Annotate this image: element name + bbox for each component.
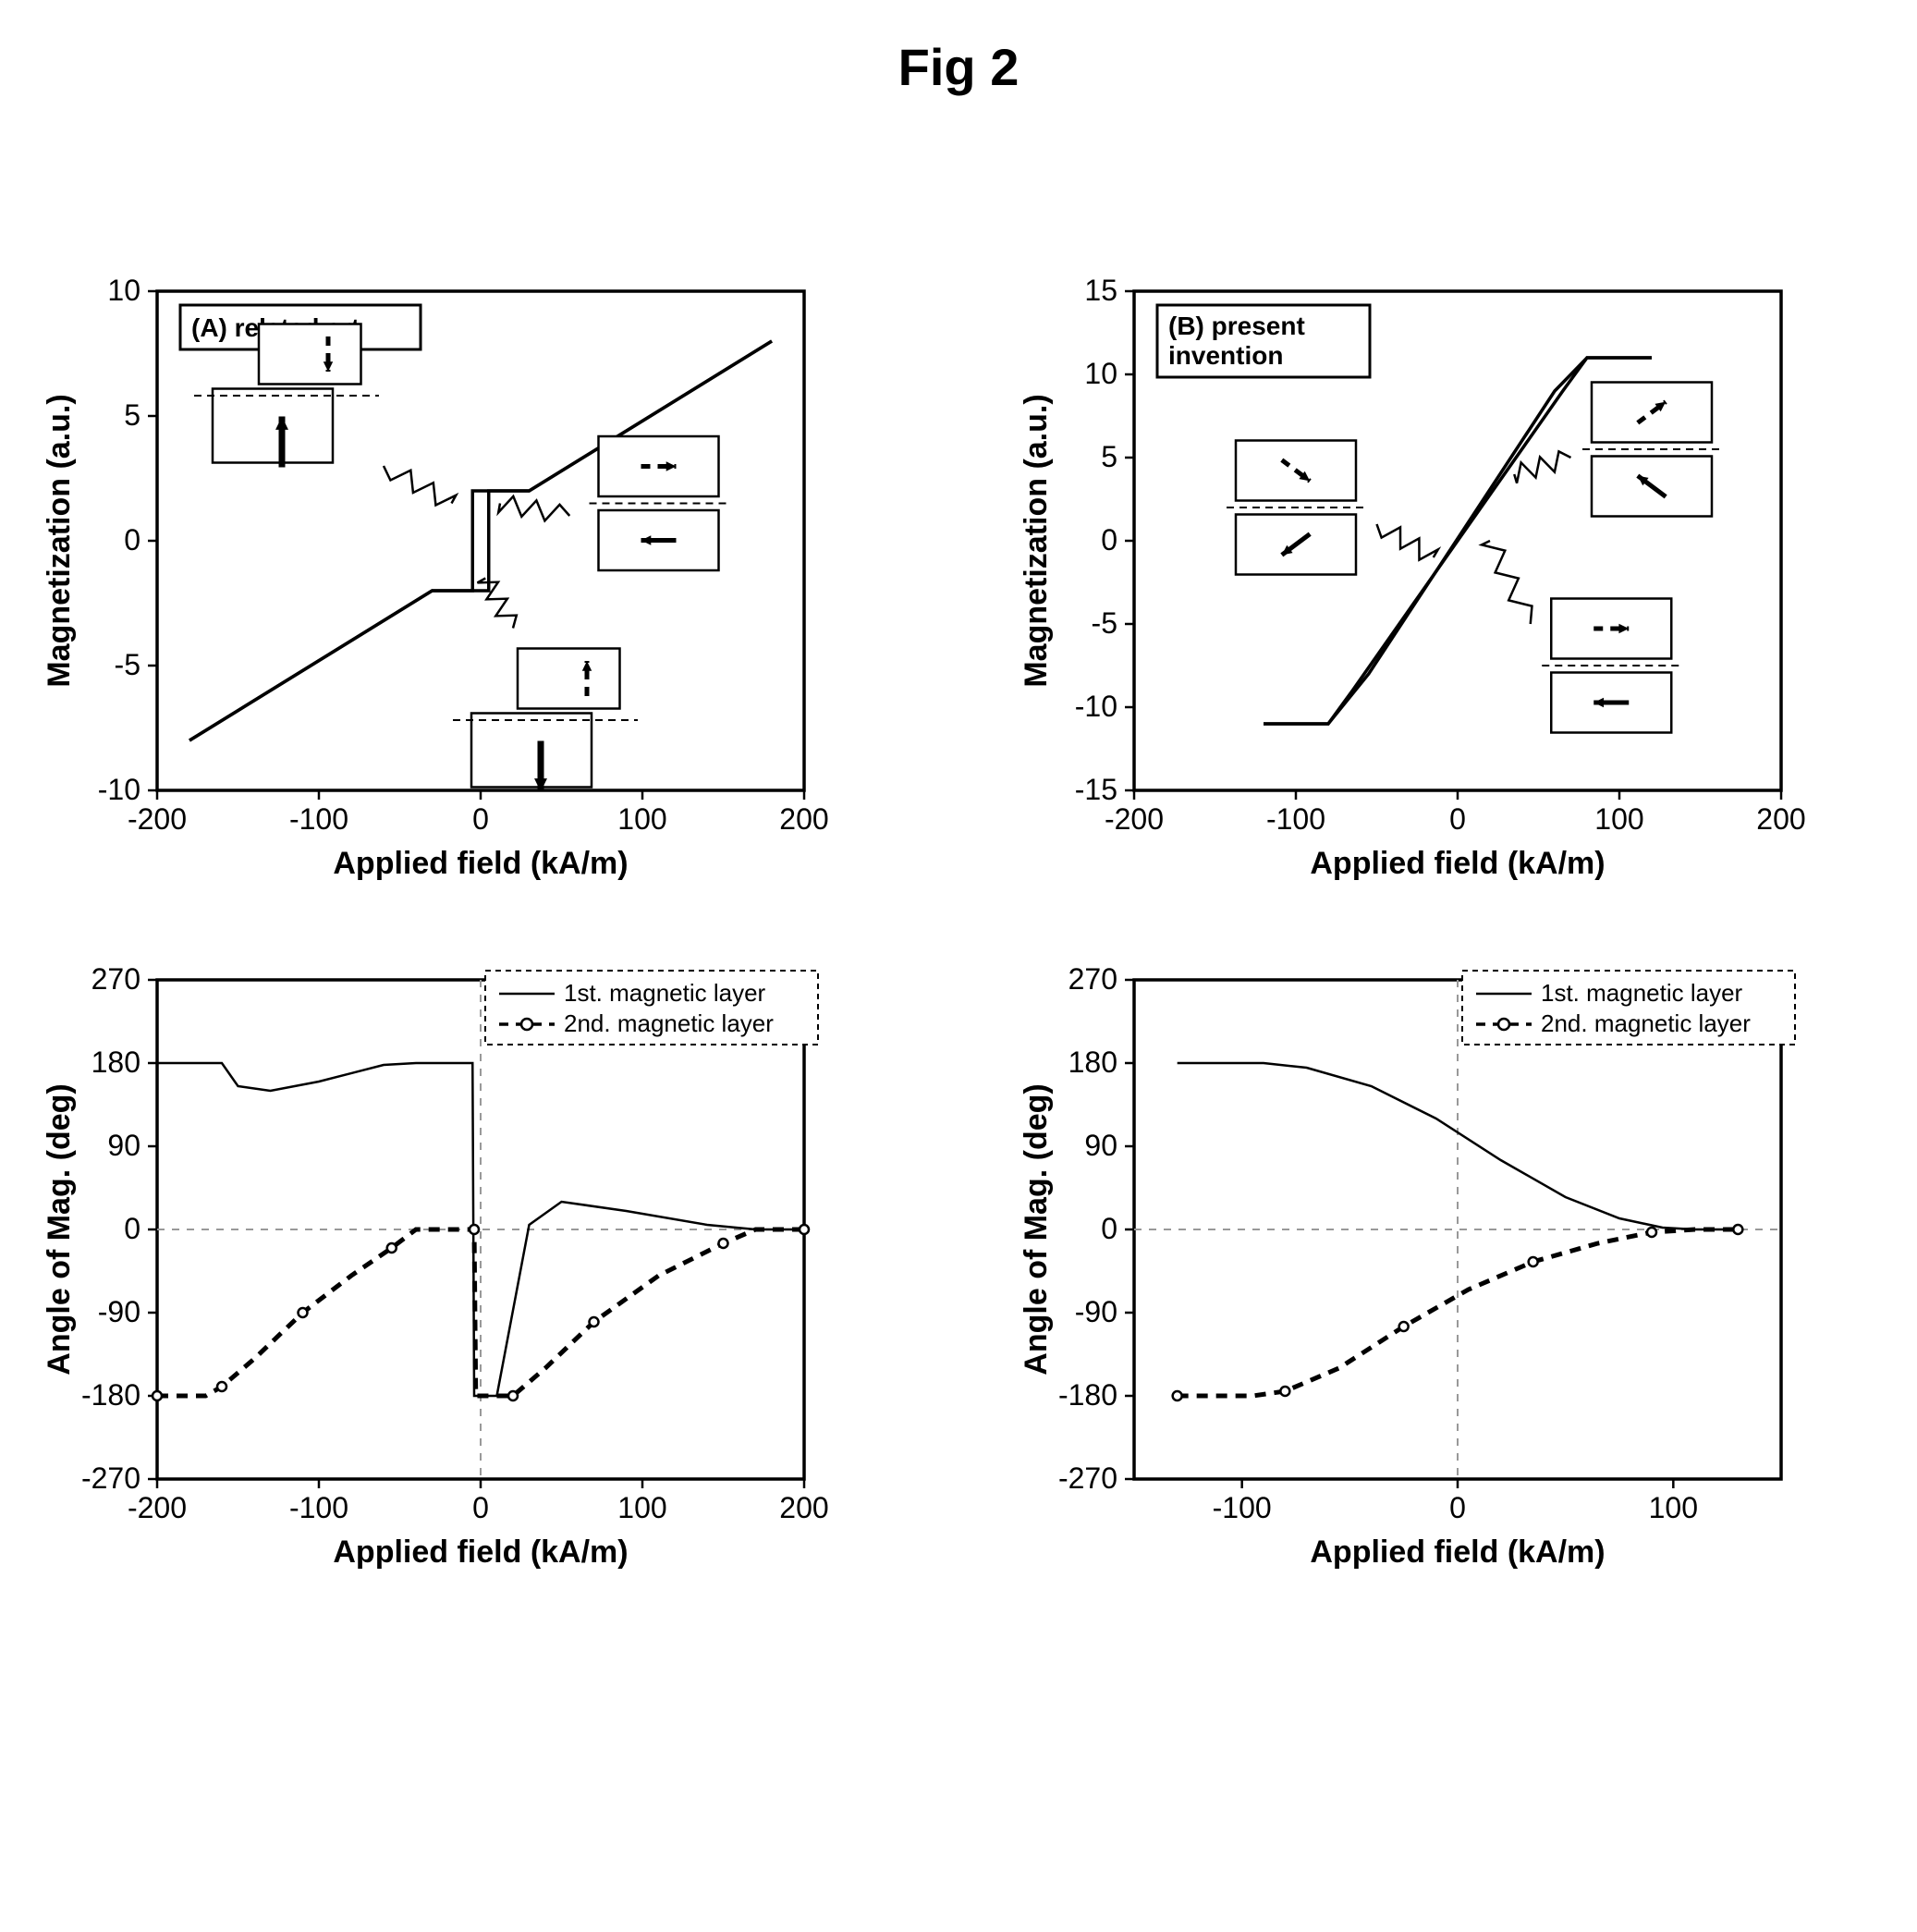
svg-text:Applied field (kA/m): Applied field (kA/m) xyxy=(333,1535,628,1570)
svg-text:1st. magnetic layer: 1st. magnetic layer xyxy=(564,979,766,1007)
svg-text:2nd. magnetic layer: 2nd. magnetic layer xyxy=(564,1009,774,1037)
svg-text:200: 200 xyxy=(779,802,828,836)
svg-text:-200: -200 xyxy=(128,1491,187,1524)
svg-text:270: 270 xyxy=(1068,962,1117,996)
svg-text:-100: -100 xyxy=(1266,802,1325,836)
svg-text:180: 180 xyxy=(92,1045,140,1079)
svg-text:0: 0 xyxy=(124,523,140,556)
svg-text:5: 5 xyxy=(124,398,140,432)
svg-text:200: 200 xyxy=(779,1491,828,1524)
svg-text:270: 270 xyxy=(92,962,140,996)
figure-title: Fig 2 xyxy=(37,37,1880,97)
svg-text:-180: -180 xyxy=(81,1378,140,1412)
svg-text:10: 10 xyxy=(107,274,140,307)
svg-text:90: 90 xyxy=(1084,1129,1117,1162)
svg-text:-180: -180 xyxy=(1058,1378,1117,1412)
panel-C: -200 -100 0 100 200 -270 -180 -90 0 90 180 270 Appli… xyxy=(37,952,903,1585)
svg-text:200: 200 xyxy=(1756,802,1805,836)
svg-text:0: 0 xyxy=(1101,1212,1117,1245)
svg-text:Applied field (kA/m): Applied field (kA/m) xyxy=(1310,846,1605,881)
svg-text:-5: -5 xyxy=(1092,606,1117,640)
svg-text:-90: -90 xyxy=(98,1295,140,1328)
svg-text:0: 0 xyxy=(1449,1491,1466,1524)
svg-text:0: 0 xyxy=(472,1491,489,1524)
svg-text:Angle of Mag. (deg): Angle of Mag. (deg) xyxy=(1019,1083,1054,1375)
svg-text:-270: -270 xyxy=(1058,1461,1117,1495)
svg-text:-5: -5 xyxy=(115,648,140,681)
svg-text:100: 100 xyxy=(617,1491,666,1524)
svg-text:-90: -90 xyxy=(1075,1295,1117,1328)
svg-text:-10: -10 xyxy=(1075,690,1117,723)
svg-text:0: 0 xyxy=(1101,523,1117,556)
panel-A: -200 -100 0 100 200 -10 -5 0 5 10 Applied field (k… xyxy=(37,263,903,897)
svg-text:Applied field (kA/m): Applied field (kA/m) xyxy=(333,846,628,881)
svg-text:5: 5 xyxy=(1101,440,1117,473)
svg-text:10: 10 xyxy=(1084,357,1117,390)
svg-text:1st. magnetic layer: 1st. magnetic layer xyxy=(1541,979,1743,1007)
svg-text:(B) present: (B) present xyxy=(1168,312,1305,340)
svg-text:0: 0 xyxy=(1449,802,1466,836)
svg-text:-100: -100 xyxy=(1213,1491,1272,1524)
svg-text:100: 100 xyxy=(1594,802,1643,836)
panel-B: -200 -100 0 100 200 -15 -10 -5 0 5 10 15 Applied fie… xyxy=(1014,263,1880,897)
svg-text:100: 100 xyxy=(1649,1491,1698,1524)
svg-text:-100: -100 xyxy=(289,1491,348,1524)
svg-text:Applied field (kA/m): Applied field (kA/m) xyxy=(1310,1535,1605,1570)
svg-text:100: 100 xyxy=(617,802,666,836)
svg-text:-200: -200 xyxy=(128,802,187,836)
svg-text:180: 180 xyxy=(1068,1045,1117,1079)
panel-grid: -200-1000100200-10-50510Applied field (k… xyxy=(37,263,1880,1585)
svg-text:Magnetization (a.u.): Magnetization (a.u.) xyxy=(1019,394,1054,687)
svg-text:Angle of Mag. (deg): Angle of Mag. (deg) xyxy=(42,1083,77,1375)
svg-text:-270: -270 xyxy=(81,1461,140,1495)
svg-text:0: 0 xyxy=(472,802,489,836)
svg-text:15: 15 xyxy=(1084,274,1117,307)
svg-text:0: 0 xyxy=(124,1212,140,1245)
svg-text:2nd. magnetic layer: 2nd. magnetic layer xyxy=(1541,1009,1751,1037)
svg-text:-200: -200 xyxy=(1105,802,1164,836)
svg-text:-15: -15 xyxy=(1075,773,1117,806)
svg-text:-100: -100 xyxy=(289,802,348,836)
svg-text:Magnetization (a.u.): Magnetization (a.u.) xyxy=(42,394,77,687)
panel-D: -100 0 100 -270 -180 -90 0 90 180 270 Applied fiel… xyxy=(1014,952,1880,1585)
svg-text:invention: invention xyxy=(1168,341,1283,370)
svg-text:90: 90 xyxy=(107,1129,140,1162)
svg-text:-10: -10 xyxy=(98,773,140,806)
